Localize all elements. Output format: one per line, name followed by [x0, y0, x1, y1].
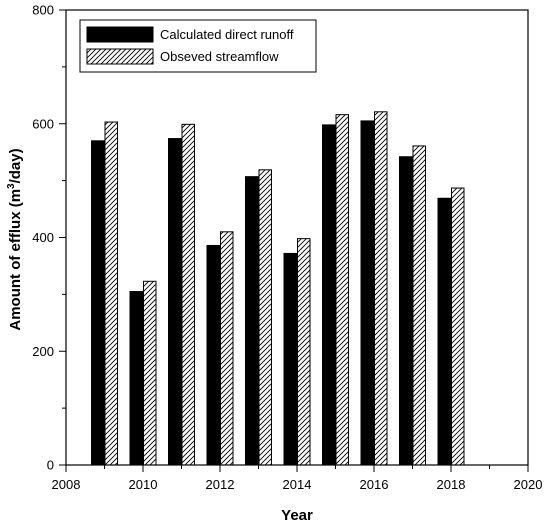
y-tick-label: 200 [32, 344, 54, 359]
x-tick-label: 2012 [206, 477, 235, 492]
x-tick-label: 2008 [52, 477, 81, 492]
y-axis-title-main: Amount of efflux (m [7, 189, 24, 331]
y-axis-title-unit: /day) [7, 148, 24, 183]
bar-calculated-direct-runoff-2014 [283, 252, 297, 466]
ticks-layer [59, 9, 529, 472]
y-tick-label: 800 [32, 3, 54, 18]
legend: Calculated direct runoff Obseved streamf… [79, 19, 317, 73]
bar-obseved-streamflow-2013 [258, 169, 272, 466]
bar-obseved-streamflow-2017 [412, 145, 426, 466]
legend-swatch-calculated-direct-runoff [86, 26, 154, 43]
legend-label-calculated-direct-runoff: Calculated direct runoff [160, 27, 294, 42]
x-tick-label: 2010 [129, 477, 158, 492]
bar-calculated-direct-runoff-2018 [437, 197, 451, 466]
bar-calculated-direct-runoff-2015 [322, 124, 336, 466]
y-tick-label: 600 [32, 116, 54, 131]
legend-label-obseved-streamflow: Obseved streamflow [160, 49, 279, 64]
x-tick-label: 2020 [514, 477, 543, 492]
bar-obseved-streamflow-2012 [220, 231, 234, 466]
bar-calculated-direct-runoff-2016 [360, 120, 374, 466]
x-tick-label: 2018 [437, 477, 466, 492]
bar-obseved-streamflow-2011 [181, 123, 195, 466]
bar-calculated-direct-runoff-2010 [129, 291, 143, 466]
y-axis-title-superscript: 3 [6, 183, 17, 189]
bars-layer [91, 111, 465, 466]
tick-labels-layer: 0 200 400 600 800 2008 2010 2012 2014 2016 2018 202… [32, 3, 542, 493]
x-axis-title: Year [281, 507, 313, 524]
y-tick-label: 0 [47, 458, 54, 473]
y-tick-label: 400 [32, 230, 54, 245]
bar-obseved-streamflow-2015 [335, 114, 349, 466]
bar-obseved-streamflow-2014 [297, 238, 311, 466]
bar-obseved-streamflow-2018 [451, 187, 465, 466]
bar-obseved-streamflow-2009 [104, 121, 118, 466]
x-tick-label: 2014 [283, 477, 312, 492]
y-axis-title: Amount of efflux (m3/day) [6, 148, 24, 330]
bar-calculated-direct-runoff-2011 [168, 138, 182, 466]
bar-calculated-direct-runoff-2017 [399, 156, 413, 466]
bar-calculated-direct-runoff-2012 [206, 244, 220, 466]
legend-swatch-obseved-streamflow [86, 48, 154, 65]
bar-calculated-direct-runoff-2009 [91, 140, 105, 466]
x-tick-label: 2016 [360, 477, 389, 492]
bar-calculated-direct-runoff-2013 [245, 176, 259, 466]
bar-obseved-streamflow-2010 [143, 280, 157, 466]
bar-obseved-streamflow-2016 [374, 111, 388, 466]
